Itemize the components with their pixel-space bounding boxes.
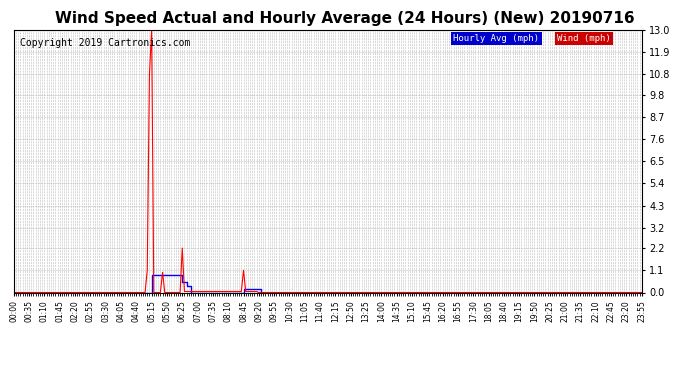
Text: Copyright 2019 Cartronics.com: Copyright 2019 Cartronics.com <box>20 38 190 48</box>
Text: Hourly Avg (mph): Hourly Avg (mph) <box>453 34 540 43</box>
Text: Wind (mph): Wind (mph) <box>557 34 611 43</box>
Text: Wind Speed Actual and Hourly Average (24 Hours) (New) 20190716: Wind Speed Actual and Hourly Average (24… <box>55 11 635 26</box>
